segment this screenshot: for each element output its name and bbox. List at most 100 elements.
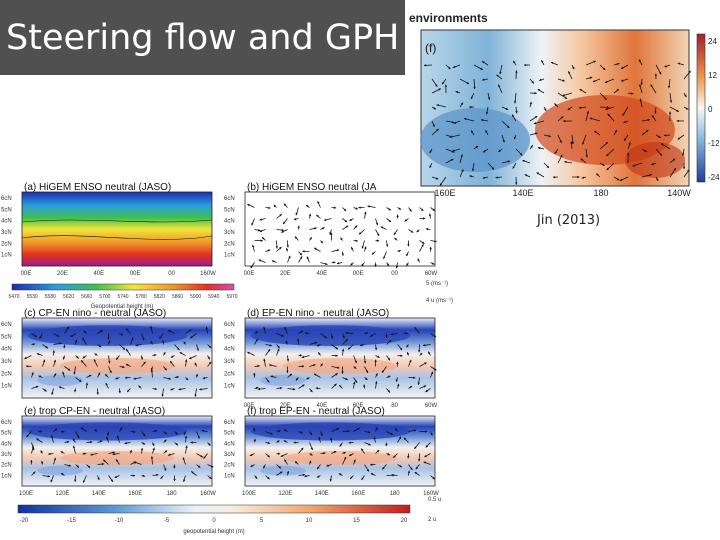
wind-vector <box>667 78 671 89</box>
wind-vector <box>537 146 545 150</box>
wind-vector <box>62 355 66 360</box>
wind-vector <box>97 329 103 334</box>
wind-vector <box>473 78 476 90</box>
wind-vector <box>254 386 259 390</box>
wind-vector <box>469 175 475 178</box>
wind-vector <box>190 333 197 339</box>
wind-vector <box>60 430 65 433</box>
vector-key-bottom-1: 0.5 u <box>428 497 441 503</box>
wind-vector <box>341 366 344 374</box>
wind-vector <box>254 338 258 345</box>
wind-vector <box>513 134 517 140</box>
wind-vector <box>397 354 403 357</box>
wind-vector <box>75 431 80 439</box>
wind-vector <box>541 59 545 66</box>
wind-vector <box>296 338 300 345</box>
wind-vector <box>163 439 167 443</box>
wind-vector <box>169 360 175 367</box>
wind-vector <box>554 103 559 108</box>
wind-vector <box>141 474 146 478</box>
wind-vector <box>259 218 266 221</box>
wind-vector <box>152 447 155 454</box>
panel-x-tick: 160E <box>128 491 142 497</box>
wind-vector <box>309 431 313 436</box>
panel-y-tick: 3cN <box>224 452 235 458</box>
wind-vector <box>331 344 339 350</box>
wind-vector <box>115 459 120 465</box>
wind-vector <box>473 145 479 150</box>
wind-vector <box>150 340 153 345</box>
wind-vector <box>254 364 260 368</box>
wind-vector <box>364 246 367 252</box>
wind-vector <box>287 373 293 378</box>
wind-vector <box>431 176 439 180</box>
panel-y-tick: 2cN <box>224 463 235 469</box>
wind-vector <box>298 365 305 368</box>
wind-vector <box>273 204 277 208</box>
gph-colorbar-tick-label: 5470 <box>8 294 19 300</box>
panel-y-tick: 1cN <box>1 253 12 259</box>
wind-vector <box>375 218 379 226</box>
wind-vector <box>407 470 411 476</box>
wind-vector <box>386 218 392 223</box>
wind-vector <box>395 262 399 269</box>
wind-vector <box>152 429 158 433</box>
wind-vector <box>430 262 435 265</box>
wind-vector <box>374 262 377 267</box>
wind-vector <box>364 377 368 381</box>
wind-vector <box>115 355 120 361</box>
wind-vector <box>386 388 391 393</box>
wind-vector <box>375 373 378 378</box>
wind-vector <box>419 243 424 252</box>
wind-vector <box>417 344 421 353</box>
wind-vector <box>425 388 431 393</box>
wind-vector <box>258 259 266 263</box>
wind-vector <box>309 341 318 345</box>
wind-vector <box>375 427 378 432</box>
wind-vector <box>641 173 652 178</box>
wind-vector <box>53 373 57 378</box>
wind-vector <box>430 333 437 338</box>
gph-colorbar-tick-label: 5580 <box>45 294 56 300</box>
wind-vector <box>557 78 565 82</box>
wind-vector <box>444 84 448 94</box>
wind-vector <box>262 464 266 469</box>
wind-vector <box>589 117 601 122</box>
wind-vector <box>570 141 573 150</box>
wind-vector <box>515 148 523 156</box>
wind-vector <box>62 371 65 378</box>
wind-vector <box>395 377 398 382</box>
wind-vector <box>298 447 304 454</box>
wind-vector <box>469 105 475 109</box>
wind-vector <box>416 229 420 233</box>
wind-vector <box>316 464 321 470</box>
wind-vector <box>196 344 199 351</box>
wind-vector <box>620 64 629 70</box>
wind-vector <box>655 176 659 182</box>
wind-vector <box>482 78 489 81</box>
wind-vector <box>108 451 115 454</box>
wind-vector <box>63 344 66 349</box>
wind-vector <box>30 460 33 465</box>
wind-vector <box>385 333 388 338</box>
panel-x-tick: 60W <box>425 271 438 277</box>
wind-vector <box>381 366 387 374</box>
wind-vector <box>341 348 345 356</box>
wind-vector <box>179 351 186 356</box>
wind-vector <box>613 88 620 94</box>
wind-vector <box>283 429 288 432</box>
wind-vector <box>619 176 629 181</box>
wind-vector <box>585 60 596 66</box>
wind-vector <box>60 451 65 454</box>
wind-vector <box>163 431 168 435</box>
wind-vector <box>174 431 179 435</box>
wind-vector <box>359 343 365 347</box>
wind-vector <box>207 355 211 360</box>
wind-vector <box>276 471 283 476</box>
wind-vector <box>430 240 437 243</box>
wind-vector <box>348 441 354 444</box>
wind-vector <box>522 159 531 164</box>
wind-vector <box>286 355 290 362</box>
wind-vector <box>326 464 332 467</box>
wind-vector <box>331 450 337 454</box>
